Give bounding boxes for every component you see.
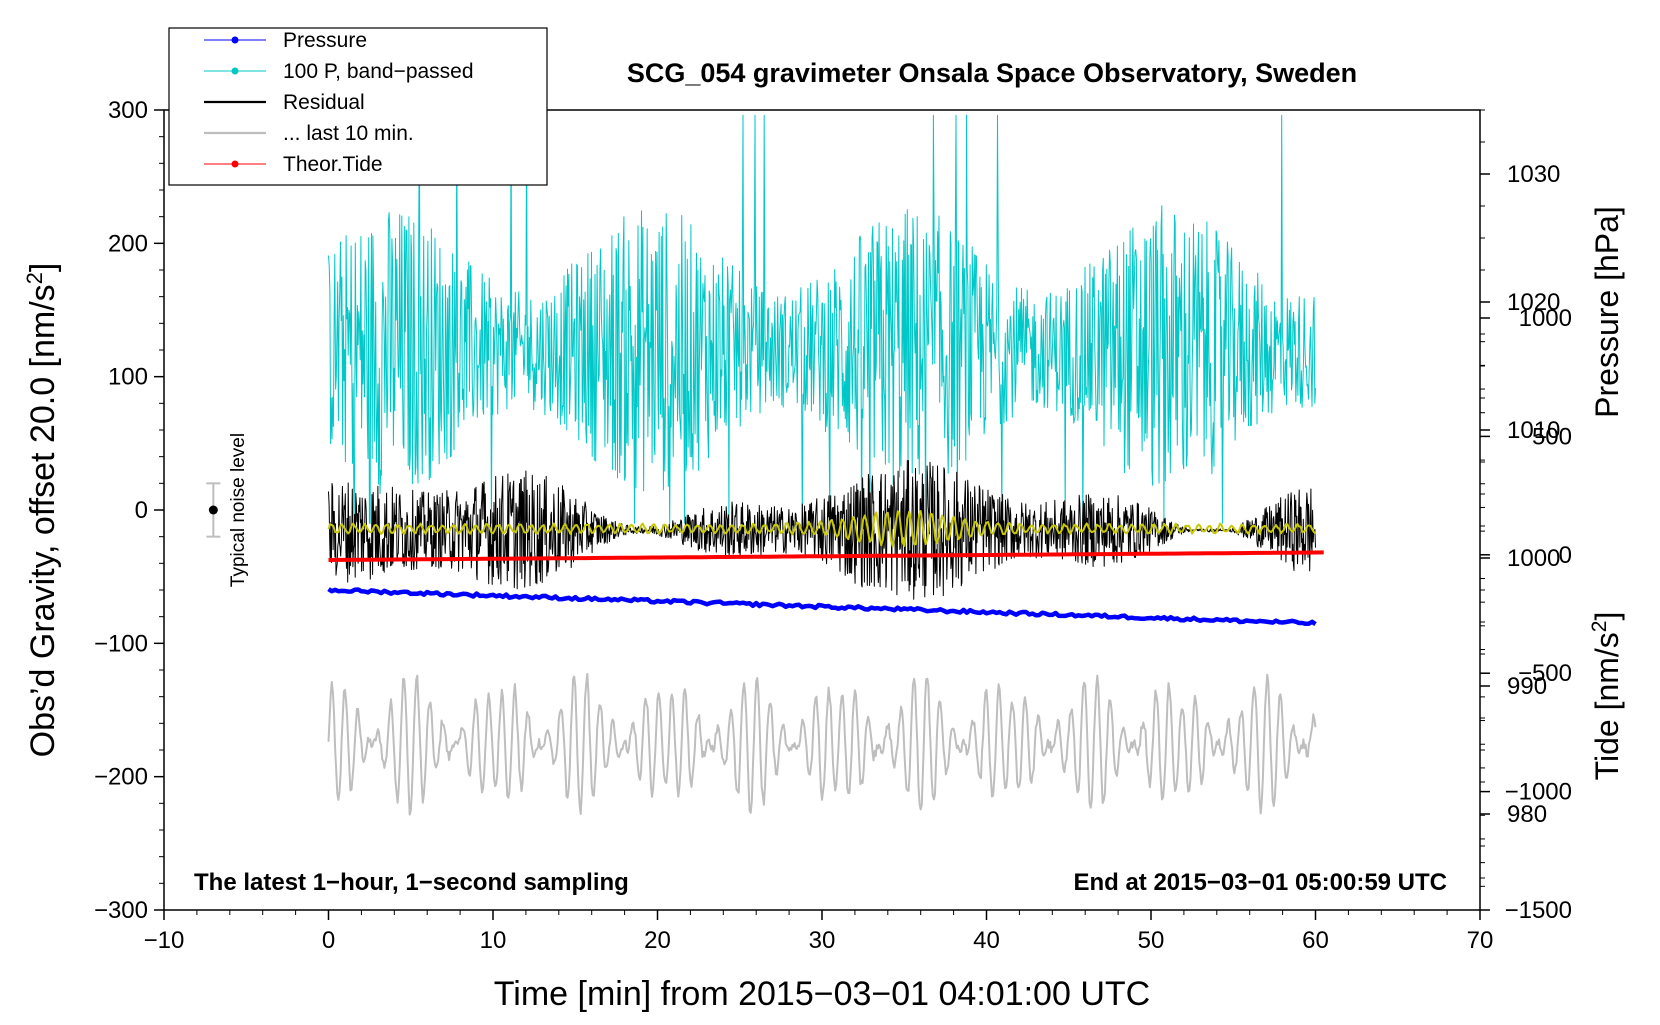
x-tick-label: −10 (144, 927, 185, 954)
x-tick-label: 20 (644, 927, 671, 954)
x-axis-title: Time [min] from 2015−03−01 04:01:00 UTC (494, 975, 1150, 1013)
y-axis-title-sup: 2 (22, 272, 47, 284)
legend-box (168, 27, 548, 186)
series-line-100-p-band-passed (328, 114, 1316, 524)
noise-indicator (206, 482, 221, 538)
x-tick-label: 30 (809, 927, 836, 954)
series-line-pressure (327, 587, 1317, 627)
tide-tick-label: 0 (1559, 542, 1572, 569)
series-line-last-10-min (327, 672, 1317, 816)
tide-tick-label: 500 (1532, 423, 1572, 450)
y-axis-tide: −1500 −1000 −500 0 500 1000 (1480, 305, 1572, 924)
pressure-tick-label: 980 (1507, 801, 1547, 828)
tide-axis-title-end: ] (1589, 612, 1625, 621)
series-line-theor-tide (328, 550, 1324, 562)
tide-tick-label: −1500 (1505, 897, 1572, 924)
noise-bar-center-dot (208, 505, 218, 515)
legend-label: Residual (283, 91, 365, 114)
chart-title: SCG_054 gravimeter Onsala Space Observat… (627, 58, 1357, 88)
pressure-tick-label: 1020 (1507, 289, 1560, 316)
y-tick-label: 0 (135, 497, 148, 524)
y-tick-label: 300 (108, 97, 148, 124)
legend-label: ... last 10 min. (283, 122, 414, 145)
series-line-residual-smoothed (327, 510, 1317, 548)
legend-label: Pressure (283, 29, 367, 52)
x-axis: −10 0 10 20 30 40 50 60 70 (144, 910, 1494, 954)
legend: Pressure 100 P, band−passed Residual ... la… (168, 27, 548, 186)
tide-tick-label: −500 (1518, 660, 1572, 687)
pressure-tick-label: 990 (1507, 673, 1547, 700)
legend-label: Theor.Tide (283, 153, 383, 176)
tide-axis-title-sup: 2 (1588, 621, 1611, 633)
y-tick-label: −300 (94, 897, 148, 924)
tide-tick-label: 1000 (1519, 305, 1572, 332)
x-tick-label: 60 (1302, 927, 1329, 954)
noise-level-label: Typical noise level (228, 433, 249, 587)
y-axis-pressure: 980 990 1000 1010 1020 1030 (1480, 109, 1560, 879)
y-axis-title-end: ] (24, 263, 62, 272)
y-axis-title: Obs’d Gravity, offset 20.0 [nm/s2] (22, 263, 62, 758)
annotation-end-time: End at 2015−03−01 05:00:59 UTC (1073, 869, 1447, 896)
y-tick-label: −100 (94, 630, 148, 657)
tide-axis-title-text: Tide [nm/s (1589, 632, 1625, 780)
y-tick-label: 100 (108, 364, 148, 391)
annotation-sampling: The latest 1−hour, 1−second sampling (194, 869, 629, 896)
legend-swatch-dot (231, 67, 239, 75)
legend-label: 100 P, band−passed (283, 60, 474, 83)
y-tick-label: 200 (108, 230, 148, 257)
x-tick-label: 70 (1467, 927, 1494, 954)
y-tick-label: −200 (94, 764, 148, 791)
legend-swatch-dot (231, 160, 239, 168)
tide-axis-title: Tide [nm/s2] (1588, 612, 1625, 781)
y-axis-left: −300 −200 −100 0 100 200 300 (94, 97, 164, 924)
legend-swatch-dot (231, 36, 239, 44)
y-axis-title-text: Obs’d Gravity, offset 20.0 [nm/s (24, 284, 62, 757)
x-tick-label: 40 (973, 927, 1000, 954)
pressure-tick-label: 1000 (1507, 545, 1560, 572)
x-tick-label: 50 (1138, 927, 1165, 954)
tide-tick-label: −1000 (1505, 779, 1572, 806)
series-group (327, 114, 1324, 816)
x-tick-label: 10 (480, 927, 507, 954)
pressure-axis-title: Pressure [hPa] (1589, 206, 1625, 418)
pressure-tick-label: 1010 (1507, 417, 1560, 444)
x-tick-label: 0 (322, 927, 335, 954)
pressure-tick-label: 1030 (1507, 161, 1560, 188)
